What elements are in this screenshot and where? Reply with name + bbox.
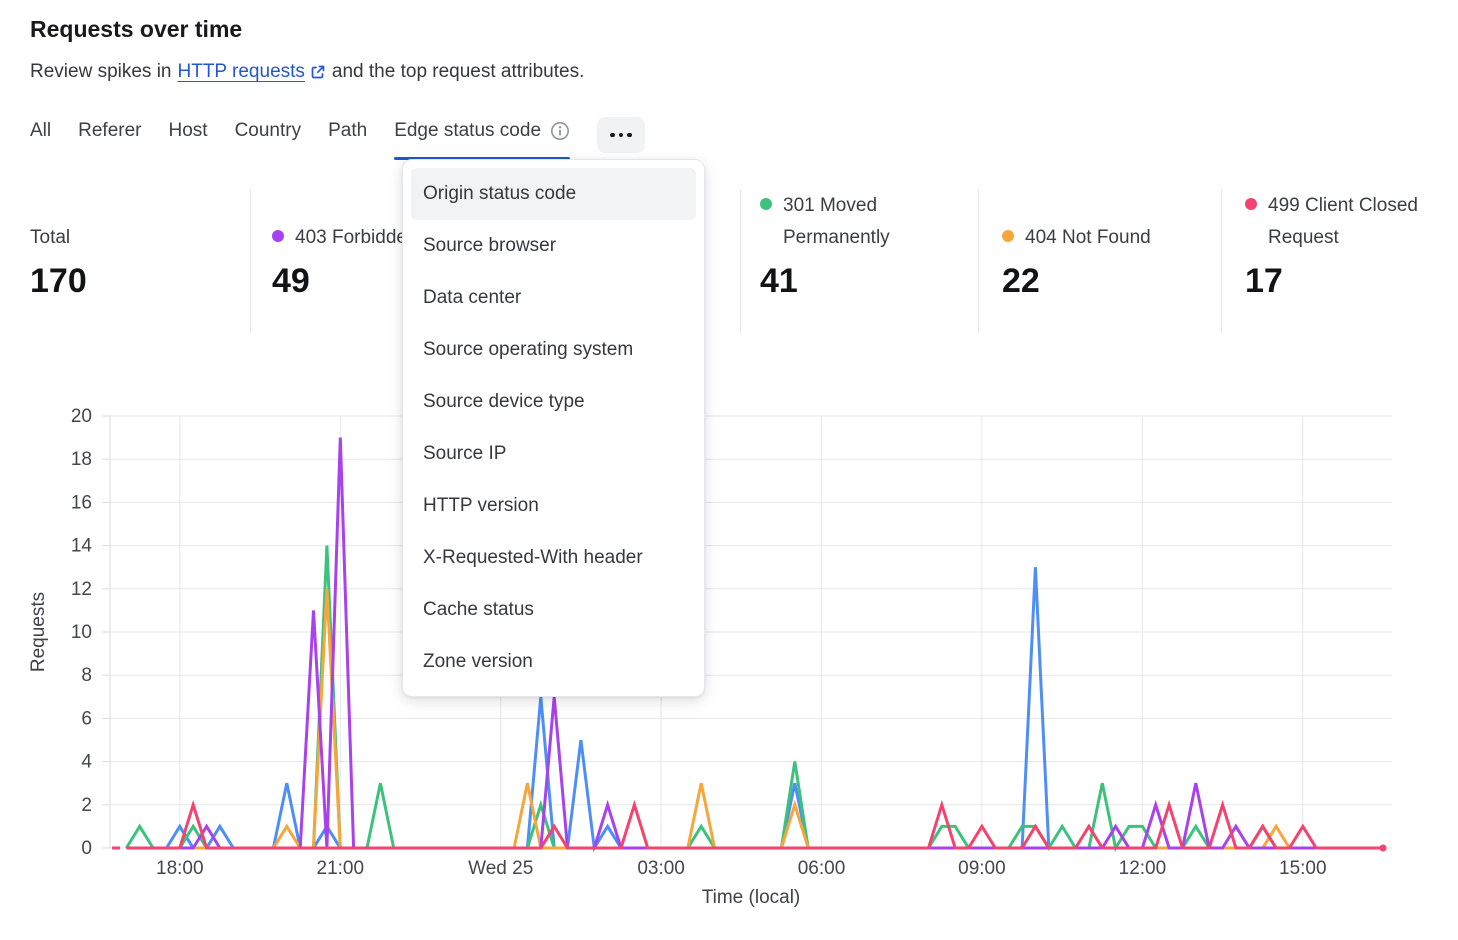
menu-item-cache-status[interactable]: Cache status: [423, 599, 534, 620]
menu-item-source-device-type[interactable]: Source device type: [423, 391, 585, 412]
y-tick-label: 16: [71, 492, 92, 513]
stat-value: 170: [30, 262, 87, 300]
legend-dot: [1245, 198, 1257, 210]
legend-dot: [272, 230, 284, 242]
x-axis-title: Time (local): [702, 887, 801, 908]
tab-label: Referer: [78, 120, 142, 141]
info-icon[interactable]: [550, 121, 570, 147]
x-tick-label: 09:00: [958, 858, 1006, 879]
y-axis-title: Requests: [28, 592, 49, 672]
stat-label: 301 Moved Permanently: [783, 195, 890, 248]
stat-divider: [250, 190, 251, 332]
menu-item-x-requested-with-header[interactable]: X-Requested-With header: [423, 547, 643, 568]
subtitle: Review spikes in HTTP requests and the t…: [30, 61, 584, 83]
x-tick-label: 03:00: [637, 858, 685, 879]
legend-dot: [1002, 230, 1014, 242]
menu-item-source-browser[interactable]: Source browser: [423, 235, 557, 256]
y-tick-label: 14: [71, 536, 93, 557]
menu-item-http-version[interactable]: HTTP version: [423, 495, 539, 516]
x-tick-label: 06:00: [798, 858, 846, 879]
menu-item-source-ip[interactable]: Source IP: [423, 443, 507, 464]
y-tick-label: 4: [81, 752, 92, 773]
stat-label: 404 Not Found: [1025, 227, 1151, 248]
stat-value: 17: [1245, 262, 1283, 300]
stats-row: Total 170 403 Forbidden 49 301 Moved Permane…: [0, 188, 1458, 338]
x-tick-label: 21:00: [317, 858, 365, 879]
subtitle-suffix: and the top request attributes.: [331, 61, 585, 82]
tab-label: Host: [168, 120, 208, 141]
tab-path[interactable]: Path: [328, 120, 367, 155]
stat-label: Total: [30, 227, 71, 248]
tab-edge-status-code[interactable]: Edge status code: [394, 120, 570, 160]
requests-chart: 0 2 4 6 8 10 12 14 16 18 20 18:00 21:00 Wed 25 03:00 06…: [0, 400, 1458, 940]
stat-value: 49: [272, 262, 310, 300]
menu-item-origin-status-code[interactable]: Origin status code: [411, 168, 696, 220]
tab-referer[interactable]: Referer: [78, 120, 141, 155]
menu-item-source-operating-system[interactable]: Source operating system: [423, 339, 634, 360]
tab-label: All: [30, 120, 52, 141]
y-tick-label: 18: [71, 449, 92, 470]
stat-label: 499 Client Closed Request: [1268, 195, 1418, 248]
tab-all[interactable]: All: [30, 120, 51, 155]
tab-label: Edge status code: [394, 120, 542, 141]
stat-divider: [1221, 190, 1222, 332]
stat-value: 41: [760, 262, 798, 300]
http-requests-link[interactable]: HTTP requests: [178, 61, 326, 83]
stat-404-not-found: 404 Not Found 22: [1002, 188, 1212, 301]
subtitle-prefix: Review spikes in: [30, 61, 172, 82]
x-tick-label: 15:00: [1279, 858, 1327, 879]
tab-label: Path: [328, 120, 368, 141]
x-tick-label: 12:00: [1119, 858, 1167, 879]
menu-item-zone-version[interactable]: Zone version: [423, 651, 533, 672]
stat-403-forbidden: 403 Forbidden 49: [272, 188, 482, 301]
stat-label: 403 Forbidden: [295, 227, 418, 248]
stat-value: 22: [1002, 262, 1040, 300]
y-tick-label: 10: [71, 622, 92, 643]
stat-divider: [978, 190, 979, 332]
legend-dot: [760, 198, 772, 210]
external-link-icon: [311, 65, 325, 79]
attribute-dropdown-menu: Origin status code Source browser Data cen…: [402, 159, 705, 697]
tab-country[interactable]: Country: [235, 120, 302, 155]
page-title: Requests over time: [30, 16, 243, 42]
y-tick-label: 6: [81, 708, 92, 729]
y-tick-label: 8: [81, 665, 92, 686]
stat-total: Total 170: [30, 188, 240, 301]
attribute-tabs: All Referer Host Country Path Edge status cod…: [30, 117, 646, 160]
stat-499-client-closed-request: 499 Client Closed Request 17: [1245, 188, 1455, 301]
x-tick-label: 18:00: [156, 858, 204, 879]
y-tick-label: 2: [81, 795, 92, 816]
y-tick-label: 0: [81, 838, 92, 859]
menu-item-data-center[interactable]: Data center: [423, 287, 522, 308]
stat-301-moved-permanently: 301 Moved Permanently 41: [760, 188, 970, 301]
tab-host[interactable]: Host: [168, 120, 207, 155]
y-tick-label: 20: [71, 406, 92, 427]
tab-label: Country: [234, 120, 302, 141]
x-tick-label: Wed 25: [468, 858, 533, 879]
ellipsis-icon[interactable]: [597, 117, 646, 153]
series-line-499-client-closed-request: [126, 799, 1383, 850]
stat-divider: [740, 190, 741, 332]
y-tick-label: 12: [71, 579, 92, 600]
